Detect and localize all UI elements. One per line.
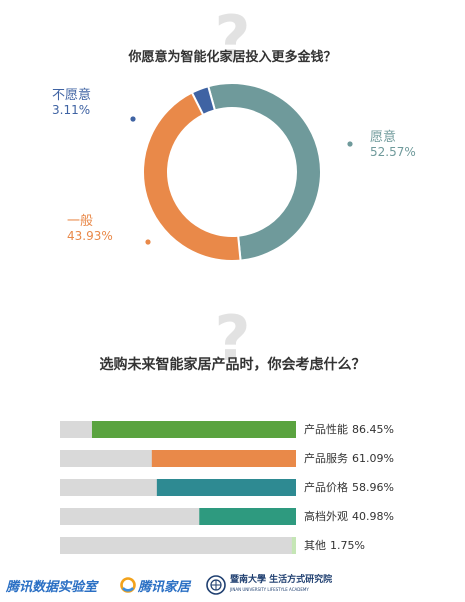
bar-value: 40.98% [352,510,394,523]
donut-slice-2 [190,85,217,117]
jinan-university-cn: 暨南大學 生活方式研究院 [230,575,333,585]
tencent-home-icon [120,577,136,593]
tencent-home-text: 腾讯家居 [138,579,191,595]
bar-chart-title: 选购未来智能家居产品时，你会考虑什么？ [99,357,366,373]
bar-label-1: 产品服务 61.09% [304,452,398,466]
bar-label-4: 其他 1.75% [304,539,369,553]
donut-slice-1 [142,91,242,262]
jinan-university-seal-icon [206,575,226,595]
bar-1 [151,450,296,467]
bar-value: 86.45% [352,423,394,436]
donut-chart [130,82,353,262]
bar-value: 61.09% [352,452,394,465]
question-mark-watermark-2: ? [214,302,251,375]
bar-label-0: 产品性能 86.45% [304,423,398,437]
bar-track-4 [60,537,296,554]
bar-category: 高档外观 [304,510,348,523]
donut-slice-0 [206,82,322,262]
bar-4 [291,537,296,554]
bar-category: 其他 [304,539,326,552]
slice-value: 3.11% [52,103,91,117]
bar-2 [156,479,296,496]
tencent-data-lab-text: 腾讯数据实验室 [6,579,98,595]
logo-tencent-data-lab: 腾讯数据实验室 [6,572,97,598]
bar-value: 58.96% [352,481,394,494]
bar-0 [91,421,296,438]
leader-dot-1 [145,239,151,245]
slice-name: 不愿意 [52,88,92,103]
question-mark-watermark-1: ? [214,2,251,75]
bar-label-3: 高档外观 40.98% [304,510,398,524]
leader-dot-2 [130,116,136,122]
slice-name: 一般 [67,214,94,229]
logo-jinan-university: 暨南大學 生活方式研究院 JINAN UNIVERSITY LIFESTYLE … [206,572,332,598]
logo-tencent-home: 腾讯家居 [120,572,190,598]
bar-value: 1.75% [330,539,365,552]
slice-value: 52.57% [370,145,416,159]
bar-category: 产品服务 [304,452,348,465]
bar-3 [199,508,296,525]
bar-label-2: 产品价格 58.96% [304,481,398,495]
slice-value: 43.93% [67,229,113,243]
bar-chart [60,421,296,554]
slice-name: 愿意 [370,130,397,145]
leader-dot-0 [347,141,353,147]
bar-category: 产品价格 [304,481,348,494]
slice-label-yuanyi: 愿意 52.57% [370,130,416,160]
slice-label-yiban: 一般 43.93% [67,214,113,244]
slice-label-buyuanyi: 不愿意 3.11% [52,88,91,118]
jinan-university-en: JINAN UNIVERSITY LIFESTYLE ACADEMY [230,587,309,592]
donut-chart-title: 你愿意为智能化家居投入更多金钱？ [128,50,337,65]
bar-category: 产品性能 [304,423,348,436]
